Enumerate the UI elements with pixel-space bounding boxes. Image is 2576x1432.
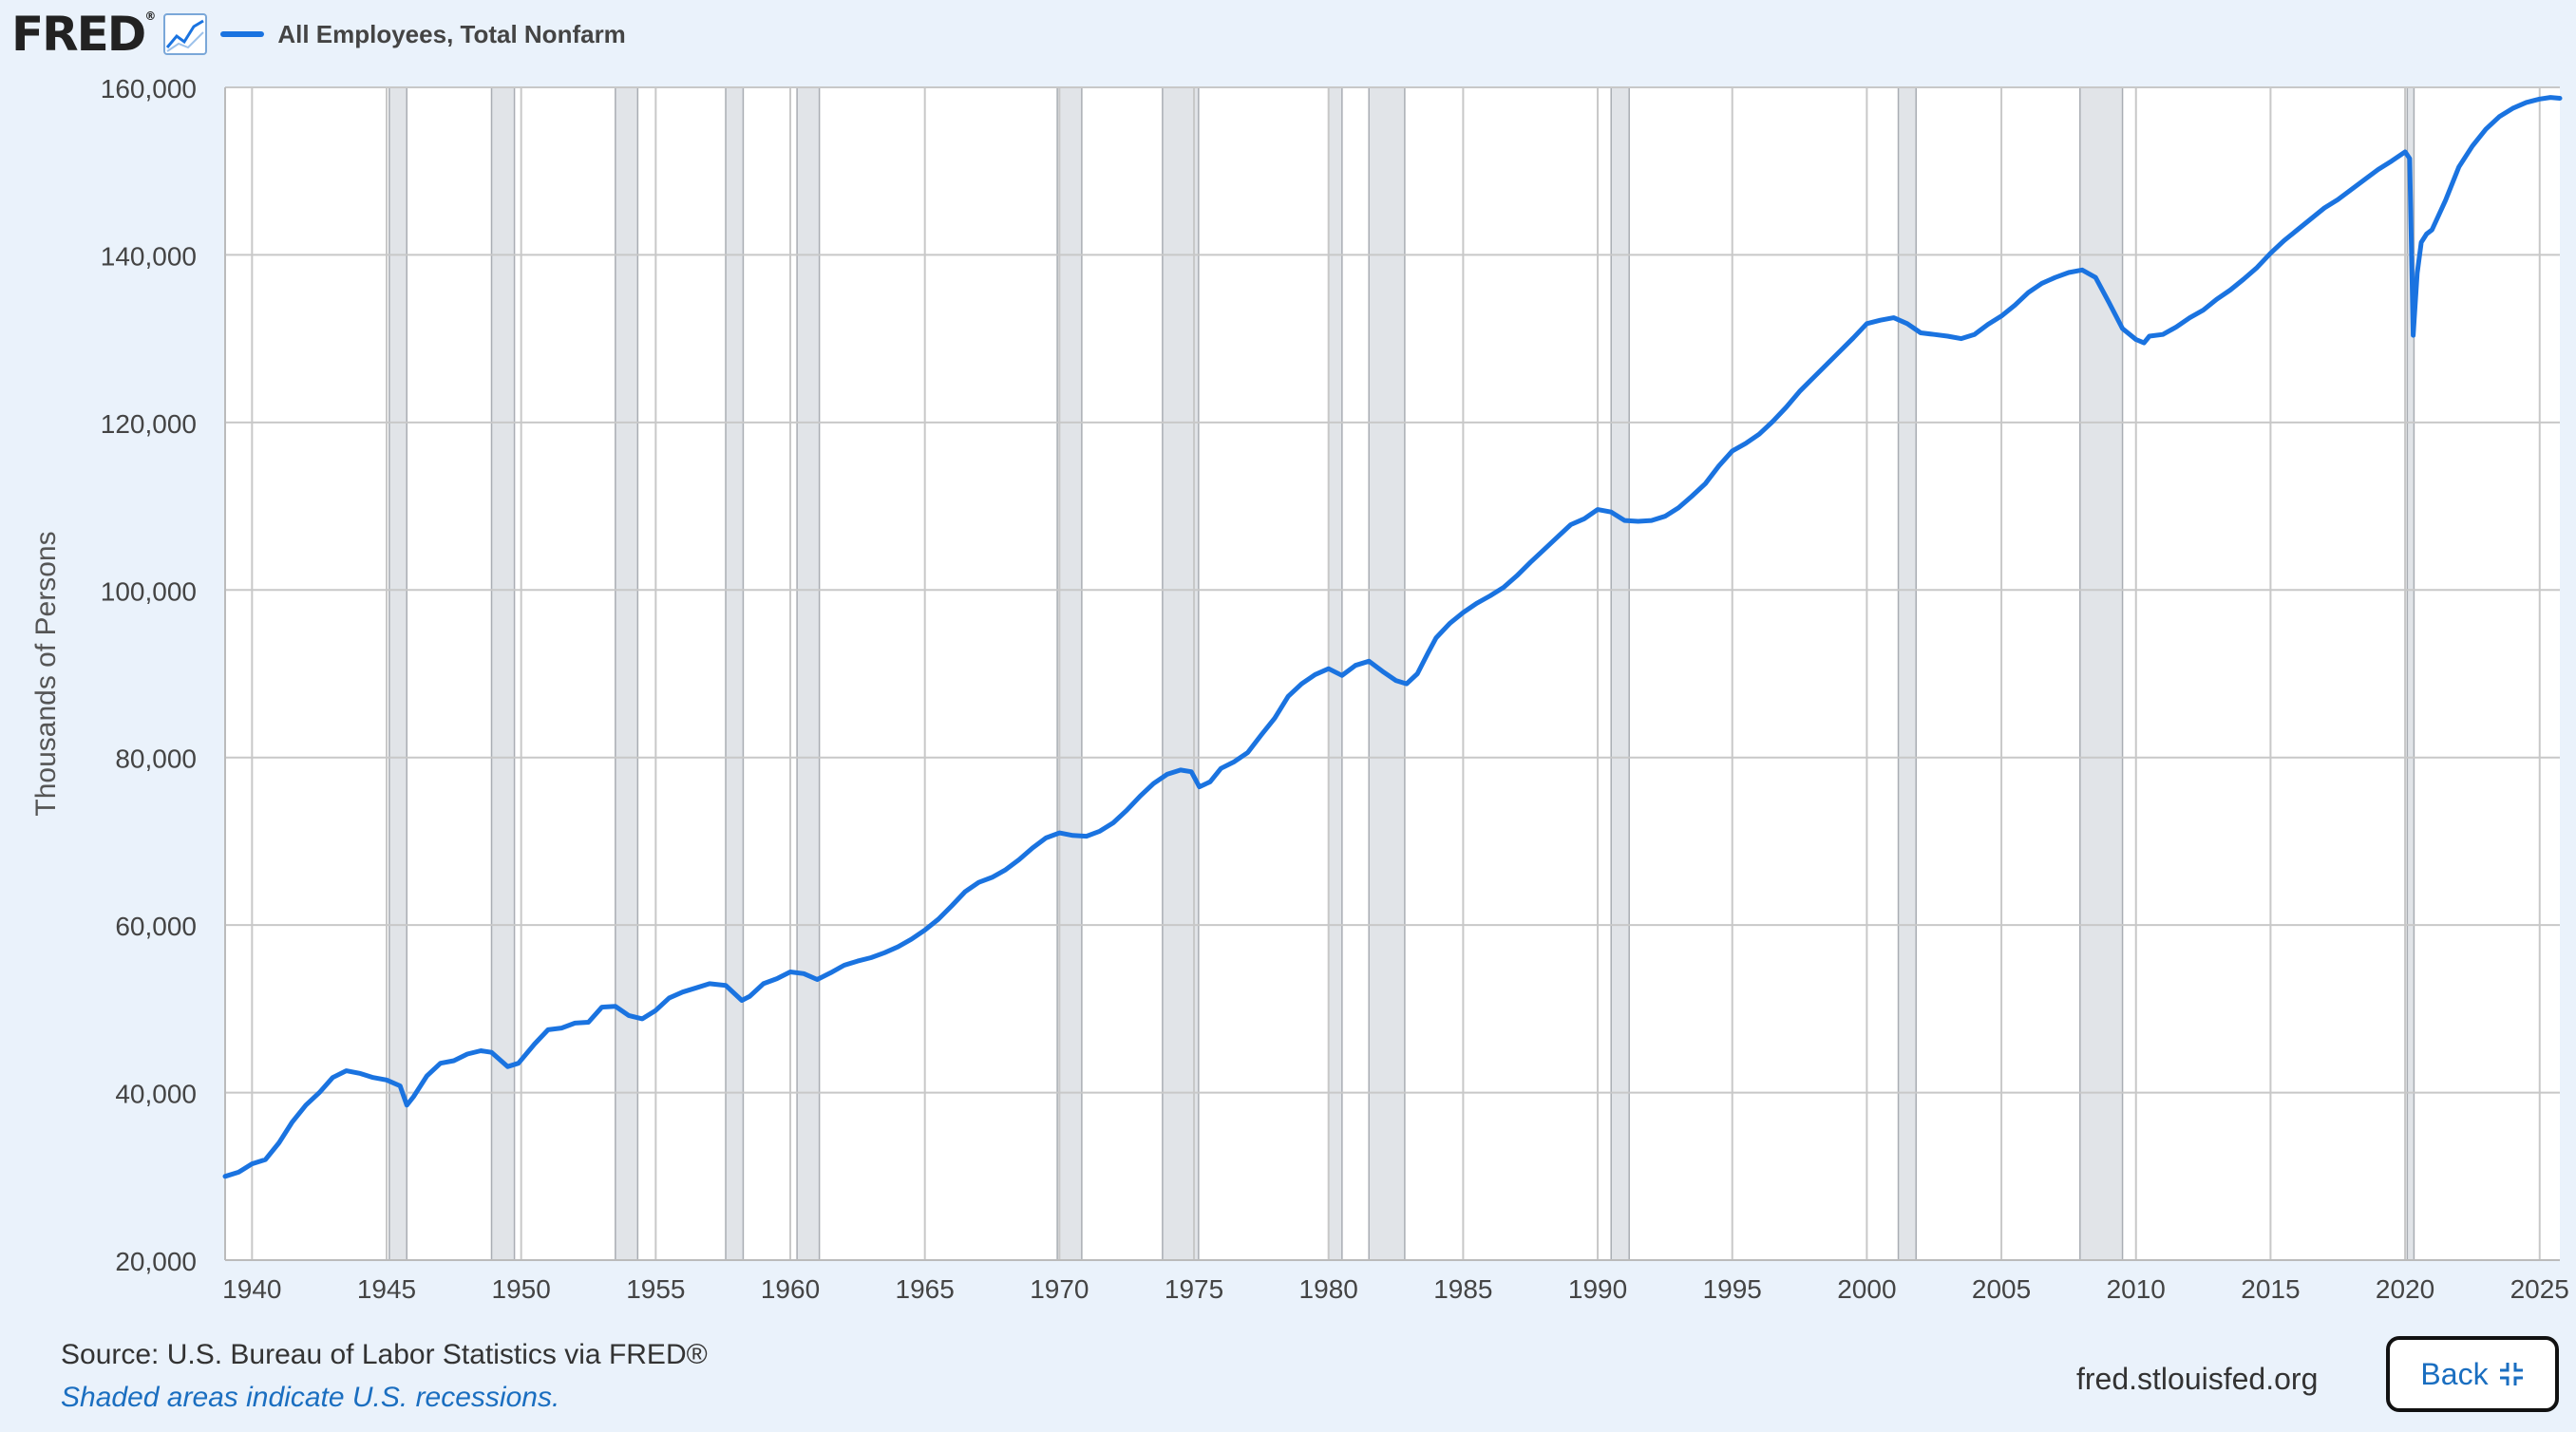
- site-url[interactable]: fred.stlouisfed.org: [2076, 1362, 2319, 1396]
- line-graph-icon: [163, 13, 208, 55]
- y-tick-label: 20,000: [115, 1247, 197, 1276]
- x-tick-label: 2015: [2241, 1274, 2300, 1304]
- x-tick-label: 1985: [1433, 1274, 1492, 1304]
- x-tick-label: 1945: [357, 1274, 416, 1304]
- x-tick-label: 1975: [1165, 1274, 1223, 1304]
- legend-swatch: [220, 31, 265, 37]
- y-tick-label: 100,000: [101, 576, 197, 606]
- fred-logo[interactable]: FRED®: [11, 7, 157, 62]
- x-tick-label: 1940: [222, 1274, 281, 1304]
- x-tick-label: 1955: [626, 1274, 685, 1304]
- back-button-label: Back: [2420, 1356, 2489, 1391]
- x-tick-label: 2025: [2510, 1274, 2569, 1304]
- x-tick-label: 1970: [1030, 1274, 1089, 1304]
- x-tick-label: 2000: [1837, 1274, 1896, 1304]
- x-tick-label: 2005: [1972, 1274, 2031, 1304]
- recession-band: [2079, 86, 2124, 1261]
- chart-legend: All Employees, Total Nonfarm: [220, 19, 626, 49]
- line-chart[interactable]: 20,000 40,000 60,000 80,000 100,000 120,000 14…: [0, 0, 2576, 1329]
- recession-band: [1610, 86, 1630, 1261]
- y-tick-label: 40,000: [115, 1080, 197, 1109]
- back-button[interactable]: Back: [2386, 1336, 2559, 1412]
- recession-band: [490, 86, 516, 1261]
- y-tick-label: 140,000: [101, 241, 197, 271]
- recession-band: [1056, 86, 1083, 1261]
- x-tick-label: 1995: [1703, 1274, 1762, 1304]
- y-tick-label: 60,000: [115, 912, 197, 941]
- recession-note: Shaded areas indicate U.S. recessions.: [61, 1382, 560, 1413]
- legend-label: All Employees, Total Nonfarm: [277, 19, 626, 48]
- y-tick-label: 160,000: [101, 74, 197, 104]
- x-tick-label: 2010: [2107, 1274, 2166, 1304]
- y-tick-label: 120,000: [101, 409, 197, 439]
- source-note: Source: U.S. Bureau of Labor Statistics …: [61, 1339, 708, 1370]
- x-tick-label: 1965: [896, 1274, 955, 1304]
- x-tick-label: 2020: [2376, 1274, 2434, 1304]
- chart-header: FRED® All Employees, Total Nonfarm: [11, 8, 626, 61]
- collapse-icon: [2499, 1363, 2523, 1385]
- y-tick-label: 80,000: [115, 744, 197, 774]
- recession-band: [1897, 86, 1917, 1261]
- series-line: [222, 95, 2563, 1179]
- recession-band: [725, 86, 745, 1261]
- y-axis-label: Thousands of Persons: [30, 531, 62, 816]
- x-tick-label: 1960: [761, 1274, 820, 1304]
- recession-band: [796, 86, 821, 1261]
- x-tick-label: 1990: [1568, 1274, 1627, 1304]
- recession-band: [615, 86, 639, 1261]
- x-tick-label: 1950: [492, 1274, 551, 1304]
- x-tick-label: 1980: [1299, 1274, 1358, 1304]
